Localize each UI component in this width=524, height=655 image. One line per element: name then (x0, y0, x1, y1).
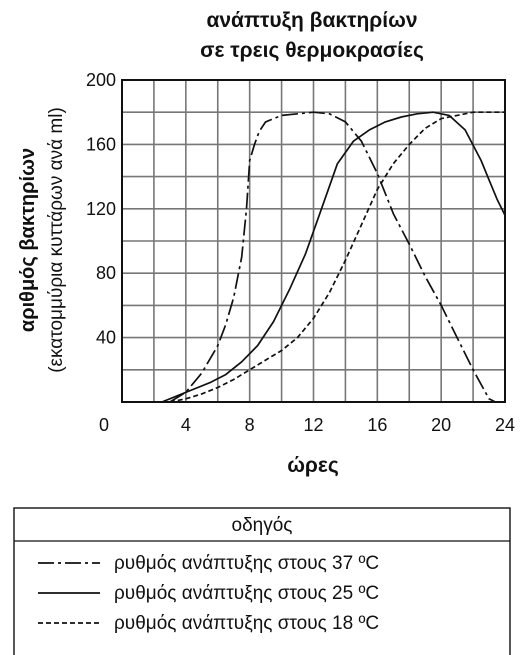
x-axis-label: ώρες (287, 454, 339, 477)
legend-label-3: ρυθμός ανάπτυξης στους 18 ºC (114, 613, 379, 634)
x-tick-label: 12 (303, 415, 323, 435)
y-tick-label: 200 (86, 70, 116, 90)
y-tick-label: 160 (86, 134, 116, 154)
plot-series (161, 111, 506, 403)
legend-title: οδηγός (232, 515, 293, 536)
y-tick-label: 40 (96, 328, 116, 348)
chart-title-line-2: σε τρεις θερμοκρασίες (200, 39, 424, 62)
x-tick-label: 4 (181, 415, 191, 435)
y-axis-sublabel: (εκατομμύρια κυττάρων ανά ml) (46, 107, 67, 373)
y-tick-label: 80 (96, 263, 116, 283)
x-tick-label: 24 (495, 415, 515, 435)
series-line-3 (169, 111, 505, 403)
x-tick-label: 20 (431, 415, 451, 435)
y-axis-label: αριθμός βακτηρίων (17, 148, 39, 332)
chart-title-line-1: ανάπτυξη βακτηρίων (206, 9, 417, 32)
plot-grid (121, 79, 506, 403)
y-tick-label: 120 (86, 199, 116, 219)
x-tick-label: 0 (99, 415, 109, 435)
x-tick-label: 8 (245, 415, 255, 435)
axis-ticks: 40 80 120 160 200 0 4 8 12 16 20 24 (86, 70, 515, 435)
plot-frame (121, 79, 506, 403)
legend-box (13, 507, 511, 655)
legend-label-2: ρυθμός ανάπτυξης στους 25 ºC (114, 583, 379, 604)
legend-label-1: ρυθμός ανάπτυξης στους 37 ºC (114, 553, 379, 574)
x-tick-label: 16 (367, 415, 387, 435)
legend: οδηγός ρυθμός ανάπτυξης στους 37 ºC ρυθμό… (13, 507, 511, 655)
series-line-1 (169, 111, 496, 403)
series-line-2 (161, 111, 506, 403)
